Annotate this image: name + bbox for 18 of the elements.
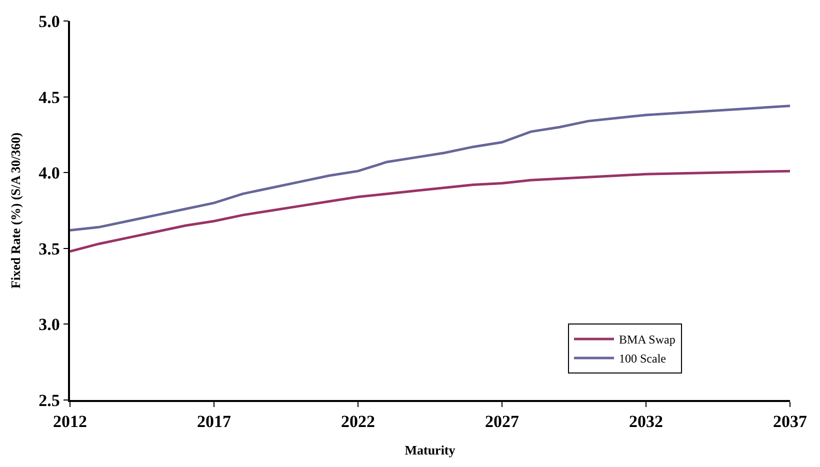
x-tick-label: 2032 [629,412,663,432]
y-tick-label: 4.0 [38,164,60,183]
x-tick-label: 2037 [773,412,808,432]
x-tick-label: 2012 [53,412,87,432]
y-tick-label: 3.5 [38,239,60,258]
x-axis-title: Maturity [404,442,456,458]
legend-label: 100 Scale [619,352,666,366]
y-tick-label: 3.0 [38,315,60,334]
y-tick-label: 2.5 [38,390,60,410]
x-tick-label: 2017 [197,412,232,432]
legend-label: BMA Swap [619,332,676,347]
y-axis-title: Fixed Rate (%) (S/A 30/360) [8,132,24,288]
line-series [70,170,790,253]
x-tick-label: 2022 [341,412,375,432]
y-tick-label: 4.5 [38,88,60,107]
line-series [70,104,790,232]
x-tick-label: 2027 [485,412,520,432]
y-tick-label: 5.0 [38,12,60,31]
